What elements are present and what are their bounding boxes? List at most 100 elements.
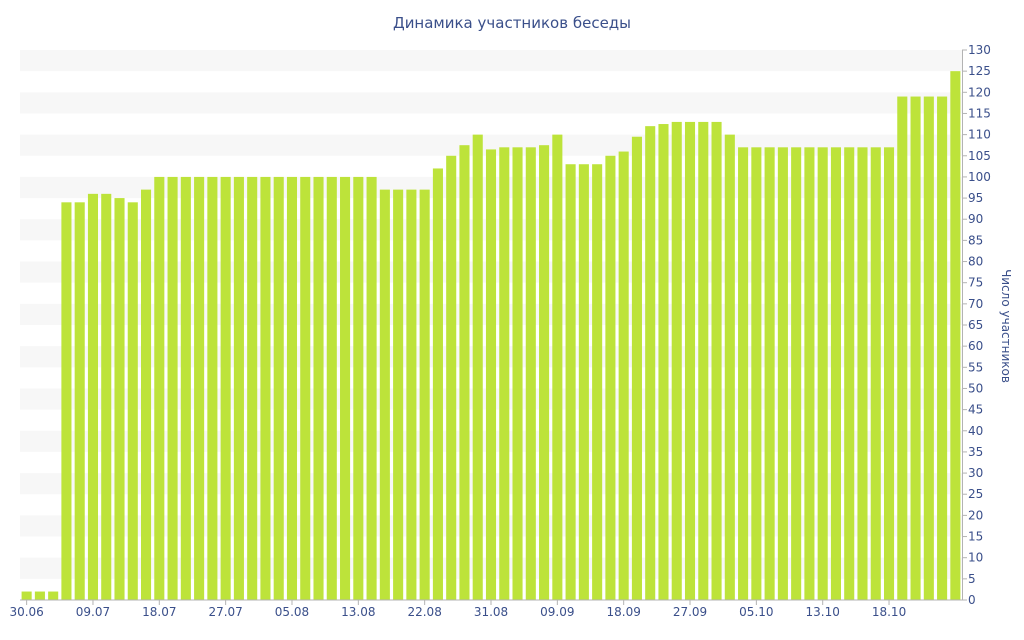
bar — [379, 189, 390, 600]
x-tick-label: 22.08 — [407, 605, 441, 619]
bar — [910, 96, 921, 600]
bar — [446, 155, 457, 600]
bar — [897, 96, 908, 600]
bar — [114, 198, 125, 600]
grid-band — [20, 92, 962, 114]
bar — [870, 147, 881, 600]
bar — [499, 147, 510, 600]
bar — [180, 176, 191, 601]
bar — [459, 145, 470, 600]
x-tick-label: 30.06 — [9, 605, 43, 619]
y-tick-label: 75 — [968, 276, 983, 290]
bar — [618, 151, 629, 601]
bar — [247, 176, 258, 601]
bars — [21, 71, 961, 601]
bar — [950, 71, 961, 600]
bar — [366, 176, 377, 601]
bar — [724, 134, 735, 600]
bar — [645, 126, 656, 601]
bar — [738, 147, 749, 600]
bar — [698, 121, 709, 601]
x-tick-label: 13.08 — [341, 605, 375, 619]
bar — [326, 176, 337, 601]
bar — [48, 591, 59, 600]
bar — [406, 189, 417, 600]
bar — [432, 168, 443, 600]
bar — [525, 147, 536, 600]
y-tick-label: 40 — [968, 424, 983, 438]
y-tick-label: 25 — [968, 487, 983, 501]
y-tick-label: 125 — [968, 64, 991, 78]
y-tick-label: 80 — [968, 255, 983, 269]
y-tick-label: 5 — [968, 572, 976, 586]
bar — [34, 591, 45, 600]
bar — [684, 121, 696, 601]
bar — [764, 147, 775, 600]
y-tick-label: 10 — [968, 551, 983, 565]
bar — [207, 176, 218, 601]
x-ticks: 30.06 09.07 18.07 27.07 05.08 13.08 22.08 31.08… — [9, 600, 906, 619]
y-tick-label: 55 — [968, 360, 983, 374]
y-tick-label: 100 — [968, 170, 991, 184]
bar — [313, 176, 324, 601]
y-tick-label: 120 — [968, 85, 991, 99]
x-tick-label: 05.10 — [739, 605, 773, 619]
y-tick-label: 0 — [968, 593, 976, 607]
y-ticks: 0 5 10 15 20 25 30 35 40 45 50 55 60 65 70 75 80 85 90 95 10… — [962, 43, 991, 607]
bar — [260, 176, 271, 601]
bar — [167, 176, 178, 601]
bar — [804, 147, 815, 600]
y-tick-label: 115 — [968, 106, 991, 120]
bar — [539, 145, 550, 600]
y-tick-label: 130 — [968, 43, 991, 57]
bar — [87, 193, 99, 600]
bar — [233, 176, 244, 601]
bar — [751, 147, 762, 600]
x-tick-label: 18.10 — [872, 605, 906, 619]
bar — [658, 124, 669, 600]
y-tick-label: 20 — [968, 508, 983, 522]
bar — [21, 591, 32, 600]
bar — [154, 176, 165, 601]
y-tick-label: 85 — [968, 233, 983, 247]
bar — [61, 202, 72, 600]
bar — [923, 96, 934, 600]
bar — [141, 189, 152, 600]
y-tick-label: 15 — [968, 530, 983, 544]
bar — [857, 147, 868, 600]
bar — [194, 176, 205, 601]
bar — [578, 164, 589, 601]
bar — [711, 121, 722, 601]
bar — [74, 202, 85, 600]
y-tick-label: 65 — [968, 318, 983, 332]
bar — [592, 164, 603, 601]
bar — [883, 147, 895, 600]
bar — [631, 136, 642, 601]
y-tick-label: 110 — [968, 128, 991, 142]
x-tick-label: 27.07 — [208, 605, 242, 619]
x-tick-label: 09.09 — [540, 605, 574, 619]
bar — [512, 147, 523, 600]
bar — [300, 176, 311, 601]
bar — [565, 164, 576, 601]
x-tick-label: 18.07 — [142, 605, 176, 619]
chart-title: Динамика участников беседы — [393, 14, 631, 32]
y-tick-label: 60 — [968, 339, 983, 353]
bar — [353, 176, 364, 601]
y-tick-label: 50 — [968, 381, 983, 395]
grid-band — [20, 50, 962, 72]
y-tick-label: 45 — [968, 403, 983, 417]
bar — [791, 147, 802, 600]
bar — [817, 147, 828, 600]
y-tick-label: 105 — [968, 149, 991, 163]
y-tick-label: 95 — [968, 191, 983, 205]
bar — [777, 147, 788, 600]
bar — [671, 121, 682, 601]
x-tick-label: 05.08 — [275, 605, 309, 619]
bar — [220, 176, 231, 601]
y-tick-label: 90 — [968, 212, 983, 226]
bar — [286, 176, 298, 601]
bar — [340, 176, 351, 601]
bar — [552, 134, 563, 600]
